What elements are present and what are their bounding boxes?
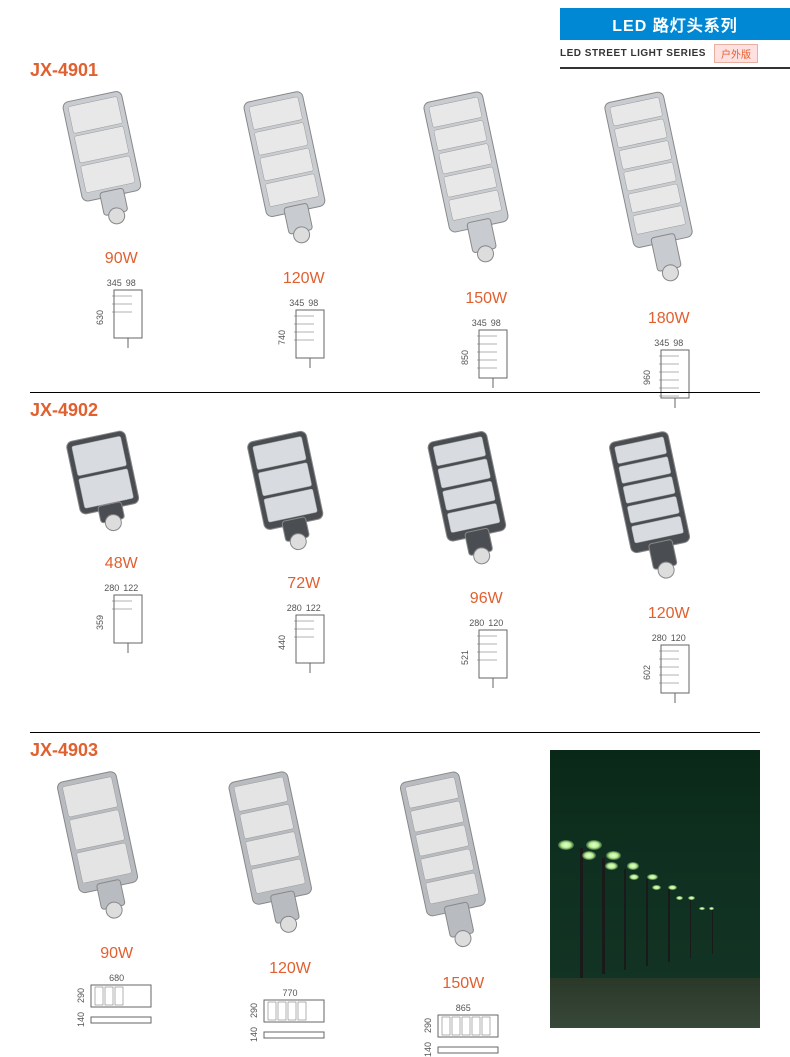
lamp-image (619, 89, 719, 304)
product-cell: 72W 280122 440 (213, 429, 396, 703)
lamp-image (254, 429, 354, 569)
section-divider (30, 732, 760, 733)
technical-diagram: 865 290 140 (423, 1003, 504, 1057)
product-cell: 96W 280120 521 (395, 429, 578, 703)
model-number: JX-4902 (30, 400, 760, 421)
lamp-image (67, 769, 167, 939)
product-cell: 120W 770 290 140 (203, 769, 376, 1057)
lamp-image (436, 429, 536, 584)
lamp-image (413, 769, 513, 969)
model-number: JX-4901 (30, 60, 760, 81)
lamp-image (619, 429, 719, 599)
technical-diagram: 280122 359 (95, 583, 148, 653)
technical-diagram: 680 290 140 (76, 973, 157, 1027)
wattage-label: 48W (105, 555, 138, 573)
product-cell: 120W 280120 602 (578, 429, 761, 703)
wattage-label: 150W (442, 975, 484, 993)
product-section: JX-4902 48W 280122 359 72W 280122 440 (30, 400, 760, 703)
technical-diagram: 280120 602 (642, 633, 695, 703)
header-title-cn: LED 路灯头系列 (560, 8, 790, 40)
product-cell: 90W 34598 630 (30, 89, 213, 408)
wattage-label: 120W (269, 960, 311, 978)
technical-diagram: 770 290 140 (249, 988, 330, 1042)
technical-diagram: 34598 960 (642, 338, 695, 408)
lamp-image (254, 89, 354, 264)
product-cell: 48W 280122 359 (30, 429, 213, 703)
lamp-image (436, 89, 536, 284)
product-cell: 150W 34598 850 (395, 89, 578, 408)
header-title-en: LED STREET LIGHT SERIES (560, 48, 706, 59)
product-row: 48W 280122 359 72W 280122 440 (30, 429, 760, 703)
technical-diagram: 34598 630 (95, 278, 148, 348)
product-cell: 90W 680 290 140 (30, 769, 203, 1057)
technical-diagram: 34598 850 (460, 318, 513, 388)
lamp-image (71, 89, 171, 244)
wattage-label: 150W (465, 290, 507, 308)
wattage-label: 180W (648, 310, 690, 328)
wattage-label: 72W (287, 575, 320, 593)
wattage-label: 96W (470, 590, 503, 608)
product-cell: 120W 34598 740 (213, 89, 396, 408)
night-scene-photo (550, 750, 760, 1028)
technical-diagram: 280122 440 (277, 603, 330, 673)
lamp-image (71, 429, 171, 549)
lamp-image (240, 769, 340, 954)
product-cell: 180W 34598 960 (578, 89, 761, 408)
product-cell: 150W 865 290 140 (377, 769, 550, 1057)
wattage-label: 120W (283, 270, 325, 288)
section-divider (30, 392, 760, 393)
product-row: 90W 680 290 140 120W 770 290 (30, 769, 550, 1057)
technical-diagram: 34598 740 (277, 298, 330, 368)
product-row: 90W 34598 630 120W 34598 740 1 (30, 89, 760, 408)
technical-diagram: 280120 521 (460, 618, 513, 688)
product-section: JX-4901 90W 34598 630 120W 34598 740 (30, 60, 760, 408)
wattage-label: 120W (648, 605, 690, 623)
wattage-label: 90W (100, 945, 133, 963)
wattage-label: 90W (105, 250, 138, 268)
